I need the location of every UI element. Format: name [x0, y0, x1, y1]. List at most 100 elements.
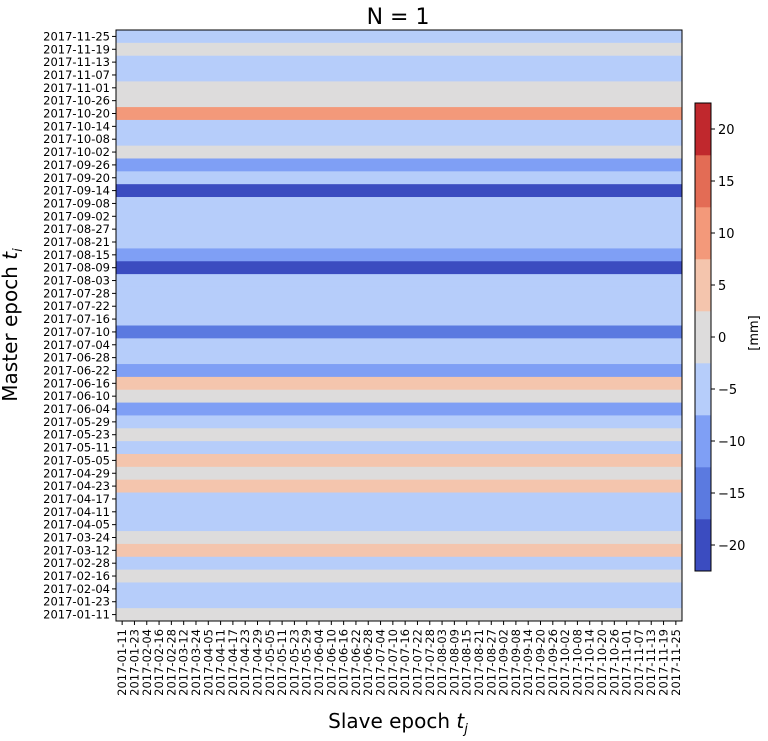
heatmap-row-2017-09-20 [116, 171, 682, 185]
y-tick-label: 2017-08-21 [43, 235, 110, 249]
heatmap-row-2017-03-24 [116, 531, 682, 545]
colorbar-tick-label: 5 [718, 279, 726, 294]
colorbar-label: [mm] [747, 315, 762, 350]
colorbar-segment [695, 363, 711, 416]
y-tick-label: 2017-01-11 [43, 608, 110, 622]
colorbar-tick-label: 15 [718, 175, 735, 190]
heatmap-row-2017-08-09 [116, 261, 682, 275]
y-axis-label: Master epoch ti [0, 248, 26, 402]
heatmap-row-2017-10-20 [116, 107, 682, 121]
x-tick-label: 2017-07-22 [410, 629, 424, 696]
heatmap-row-2017-11-01 [116, 81, 682, 95]
x-tick-label: 2017-10-02 [558, 629, 572, 696]
heatmap-row-2017-07-10 [116, 325, 682, 339]
colorbar-tick-label: −20 [718, 539, 745, 554]
y-tick-label: 2017-04-11 [43, 505, 110, 519]
x-tick-label: 2017-04-11 [214, 629, 228, 696]
heatmap-row-2017-07-04 [116, 338, 682, 352]
y-tick-label: 2017-03-24 [43, 530, 110, 544]
x-tick-label: 2017-06-28 [361, 629, 375, 696]
x-tick-label: 2017-05-05 [263, 629, 277, 696]
heatmap-row-2017-04-23 [116, 479, 682, 493]
colorbar-segment [695, 155, 711, 208]
heatmap-row-2017-01-23 [116, 595, 682, 609]
heatmap-row-2017-07-22 [116, 299, 682, 314]
y-tick-label: 2017-07-28 [43, 286, 110, 300]
heatmap-cells [116, 30, 682, 622]
colorbar-segment [695, 259, 711, 312]
heatmap-row-2017-09-02 [116, 209, 682, 224]
heatmap-row-2017-06-22 [116, 364, 682, 378]
x-tick-label: 2017-07-16 [398, 629, 412, 696]
heatmap-row-2017-11-19 [116, 42, 682, 57]
y-tick-label: 2017-07-22 [43, 299, 110, 313]
x-tick-label: 2017-02-16 [152, 629, 166, 696]
heatmap-row-2017-02-04 [116, 582, 682, 596]
y-tick-label: 2017-09-14 [43, 184, 110, 198]
x-tick-label: 2017-06-04 [312, 629, 326, 696]
heatmap-row-2017-08-21 [116, 235, 682, 249]
x-tick-label: 2017-01-23 [127, 629, 141, 696]
x-tick-label: 2017-04-29 [251, 629, 265, 696]
heatmap-row-2017-03-12 [116, 543, 682, 558]
heatmap-row-2017-06-28 [116, 351, 682, 365]
heatmap-row-2017-05-23 [116, 428, 682, 442]
x-tick-label: 2017-08-15 [460, 629, 474, 696]
y-tick-label: 2017-11-25 [43, 29, 110, 43]
x-tick-label: 2017-09-02 [497, 629, 511, 696]
y-tick-label: 2017-06-04 [43, 402, 110, 416]
y-tick-label: 2017-05-29 [43, 415, 110, 429]
colorbar: −20 −15 −10 −5 0 5 10 15 20 [694, 102, 745, 572]
y-tick-label: 2017-10-02 [43, 145, 110, 159]
x-tick-label: 2017-07-28 [423, 629, 437, 696]
colorbar-segment [695, 103, 711, 156]
y-tick-label: 2017-05-23 [43, 428, 110, 442]
y-tick-label: 2017-09-20 [43, 171, 110, 185]
heatmap-row-2017-05-29 [116, 415, 682, 429]
y-tick-label: 2017-04-23 [43, 479, 110, 493]
heatmap-row-2017-08-27 [116, 222, 682, 236]
heatmap-row-2017-07-28 [116, 286, 682, 301]
y-tick-label: 2017-02-16 [43, 569, 110, 583]
y-tick-label: 2017-10-08 [43, 132, 110, 146]
y-tick-label: 2017-10-20 [43, 107, 110, 121]
heatmap-row-2017-10-02 [116, 145, 682, 159]
x-tick-label: 2017-06-10 [324, 629, 338, 696]
heatmap-row-2017-02-28 [116, 556, 682, 571]
y-tick-label: 2017-05-11 [43, 441, 110, 455]
y-axis-ticks: 2017-11-252017-11-192017-11-132017-11-07… [43, 29, 116, 622]
x-tick-label: 2017-02-28 [164, 629, 178, 696]
x-tick-label: 2017-04-05 [201, 629, 215, 696]
heatmap-row-2017-11-07 [116, 68, 682, 82]
x-tick-label: 2017-02-04 [140, 629, 154, 696]
y-tick-label: 2017-06-28 [43, 351, 110, 365]
x-tick-label: 2017-04-17 [226, 629, 240, 696]
heatmap-row-2017-07-16 [116, 312, 682, 326]
x-tick-label: 2017-11-19 [657, 629, 671, 696]
y-tick-label: 2017-09-02 [43, 209, 110, 223]
y-tick-label: 2017-06-10 [43, 389, 110, 403]
x-tick-label: 2017-03-24 [189, 629, 203, 696]
y-tick-label: 2017-08-15 [43, 248, 110, 262]
x-tick-label: 2017-09-08 [509, 629, 523, 696]
x-tick-label: 2017-08-03 [435, 629, 449, 696]
heatmap-row-2017-11-13 [116, 55, 682, 69]
heatmap-row-2017-10-26 [116, 94, 682, 108]
heatmap-row-2017-04-29 [116, 466, 682, 481]
x-tick-label: 2017-09-26 [546, 629, 560, 696]
y-tick-label: 2017-09-08 [43, 196, 110, 210]
x-tick-label: 2017-10-20 [595, 629, 609, 696]
y-tick-label: 2017-08-09 [43, 261, 110, 275]
colorbar-tick-label: −10 [718, 435, 745, 450]
x-tick-label: 2017-06-16 [337, 629, 351, 696]
heatmap-row-2017-05-05 [116, 453, 682, 468]
heatmap-row-2017-11-25 [116, 30, 682, 44]
y-tick-label: 2017-07-10 [43, 325, 110, 339]
heatmap-row-2017-09-26 [116, 158, 682, 172]
heatmap-row-2017-02-16 [116, 569, 682, 583]
y-tick-label: 2017-08-03 [43, 274, 110, 288]
x-tick-label: 2017-09-14 [521, 629, 535, 696]
x-tick-label: 2017-01-11 [115, 629, 129, 696]
